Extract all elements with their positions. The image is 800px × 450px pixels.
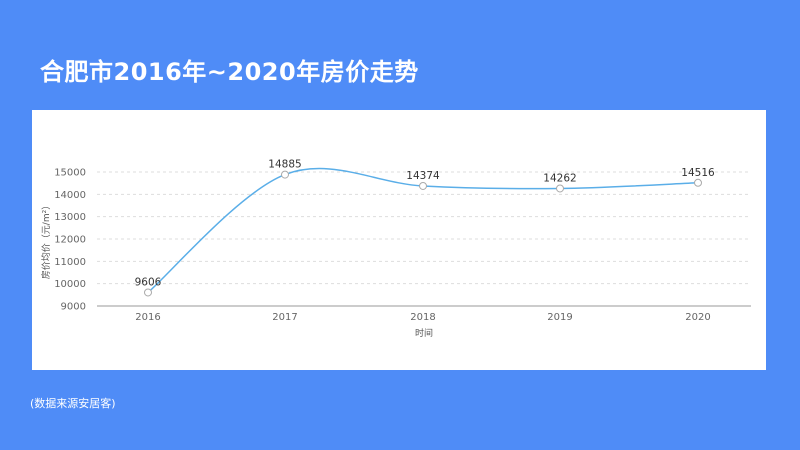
y-tick-label: 12000 <box>54 235 86 246</box>
data-label: 14885 <box>268 159 301 171</box>
grid-lines <box>97 171 751 285</box>
x-tick-label: 2019 <box>547 312 572 323</box>
x-tick-label: 2016 <box>135 312 160 323</box>
points-layer <box>144 170 702 297</box>
x-axis: 2016 2017 2018 2019 2020 <box>97 305 751 323</box>
data-point <box>281 170 289 179</box>
series-line <box>147 167 699 294</box>
data-label: 14516 <box>681 167 715 179</box>
data-label: 9606 <box>135 276 162 288</box>
y-tick-label: 15000 <box>54 168 86 179</box>
y-tick-label: 10000 <box>54 279 86 290</box>
y-tick-label: 13000 <box>54 212 86 223</box>
data-point <box>144 288 152 297</box>
data-point <box>556 184 564 193</box>
series-layer <box>147 167 699 294</box>
chart-card: 9000 10000 11000 12000 13000 14000 15000 2016 2… <box>32 110 766 370</box>
data-point <box>419 181 427 190</box>
y-tick-label: 9000 <box>61 302 86 313</box>
page-title: 合肥市2016年~2020年房价走势 <box>40 58 419 86</box>
data-label: 14374 <box>406 170 440 182</box>
y-axis-title: 房价均价（元/m²） <box>40 201 52 279</box>
y-tick-label: 14000 <box>54 190 86 201</box>
x-tick-label: 2018 <box>410 312 435 323</box>
y-axis-ticks: 9000 10000 11000 12000 13000 14000 15000 <box>54 168 86 313</box>
source-note: (数据来源安居客) <box>30 397 116 410</box>
x-tick-label: 2017 <box>272 312 297 323</box>
y-tick-label: 11000 <box>54 257 86 268</box>
data-label: 14262 <box>543 172 576 184</box>
labels-layer: 9606 14885 14374 14262 14516 <box>135 159 715 289</box>
data-point <box>694 178 702 187</box>
x-axis-title: 时间 <box>415 327 433 339</box>
x-tick-label: 2020 <box>685 312 710 323</box>
